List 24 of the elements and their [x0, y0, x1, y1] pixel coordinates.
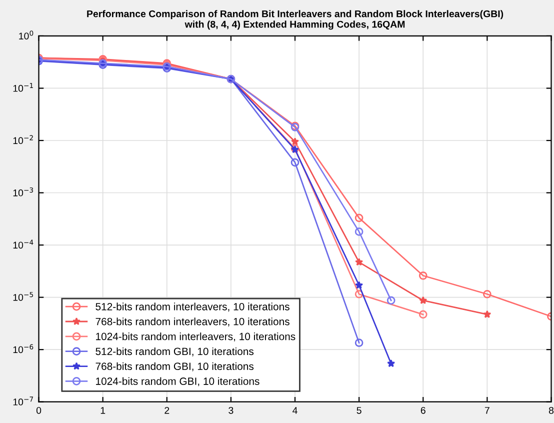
legend-label: 512-bits random interleavers, 10 iterations [96, 302, 290, 312]
x-tick-label: 5 [356, 407, 362, 414]
x-tick-label: 2 [164, 406, 170, 414]
y-tick-label: 10$^{−3}$ [13, 187, 34, 196]
x-tick-label: 4 [292, 407, 298, 414]
x-tick-label: 8 [548, 406, 554, 414]
x-tick-label: 7 [484, 407, 490, 414]
y-tick-label: 10$^{−5}$ [13, 292, 33, 301]
legend-label: 1024-bits random GBI, 10 iterations [96, 377, 260, 386]
y-tick-label: 10$^{−2}$ [13, 135, 33, 144]
x-tick-label: 0 [36, 406, 42, 414]
x-tick-label: 3 [228, 406, 234, 414]
y-tick-label: 10$^{−1}$ [13, 83, 33, 92]
legend-label: 1024-bits random interleavers, 10 iterations [96, 332, 296, 342]
legend-label: 768-bits random GBI, 10 iterations [96, 362, 254, 372]
x-tick-label: 6 [420, 406, 426, 414]
y-tick-label: 10$^{−4}$ [13, 240, 34, 249]
y-tick-label: 10$^{−7}$ [13, 396, 33, 406]
legend-label: 512-bits random GBI, 10 iterations [96, 347, 254, 356]
y-tick-label: 10$^{0}$ [19, 30, 34, 40]
chart-title: Performance Comparison of Random Bit Interleavers and Random Block Interleavers(GBI) with (8, 4, 4) Extended Hamming Codes, 16QAM [87, 10, 504, 30]
legend-label: 768-bits random interleavers, 10 iterations [96, 318, 290, 326]
x-tick-label: 1 [100, 407, 106, 414]
y-tick-label: 10$^{−6}$ [13, 344, 34, 354]
